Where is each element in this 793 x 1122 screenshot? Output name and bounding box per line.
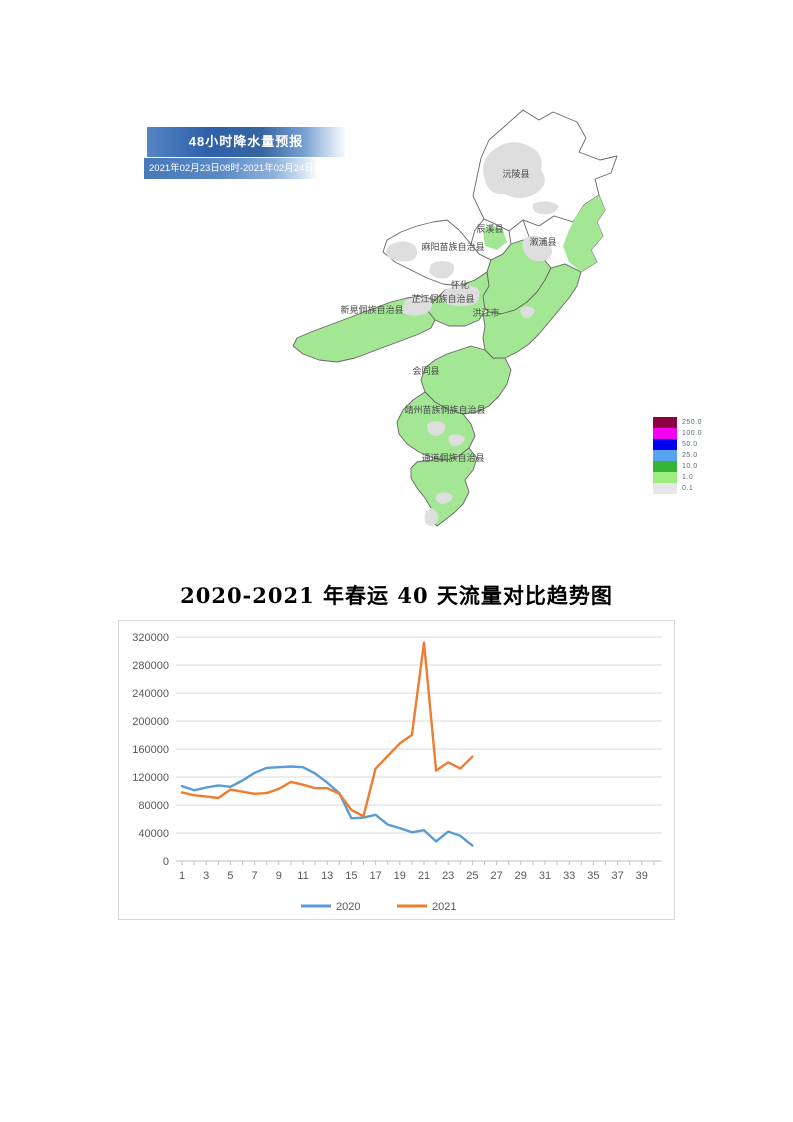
map-legend-swatch [653, 439, 677, 450]
map-legend-value: 1.0 [682, 474, 694, 481]
x-axis-label: 11 [297, 870, 308, 882]
map-legend-swatch [653, 472, 677, 483]
precip-patch-gray [429, 261, 455, 279]
map-legend-value: 50.0 [682, 441, 698, 448]
map-legend: 250.0 100.0 50.0 25.0 10.0 1.0 0.1 [653, 417, 702, 494]
x-axis-label: 7 [252, 870, 258, 882]
x-axis-label: 17 [369, 870, 381, 882]
x-axis-label: 15 [345, 870, 357, 882]
precip-patch-gray [424, 508, 439, 526]
county-label: 新晃侗族自治县 [340, 304, 403, 315]
precip-patch-gray [441, 285, 480, 306]
county-yuanling [472, 109, 618, 232]
x-axis-label: 39 [636, 870, 648, 882]
county-label: 通道侗族自治县 [421, 452, 484, 463]
x-axis-label: 21 [418, 870, 430, 882]
x-axis-label: 5 [227, 870, 233, 882]
county-label: 麻阳苗族自治县 [421, 241, 484, 252]
x-axis-label: 33 [563, 870, 575, 882]
x-axis-label: 27 [490, 870, 502, 882]
chart-title: 2020-2021 年春运 40 天流量对比趋势图 [180, 583, 613, 608]
map-subtitle: 2021年02月23日08时-2021年02月24日08时 [149, 163, 334, 174]
county-label: 会同县 [412, 365, 439, 376]
legend-label-2020: 2020 [336, 901, 360, 913]
x-axis-label: 31 [539, 870, 551, 882]
map-legend-row: 0.1 [653, 483, 702, 494]
traffic-trend-chart: 0 40000 80000 120000 160000 200000 240000 28000… [118, 620, 675, 920]
map-legend-row: 25.0 [653, 450, 702, 461]
precip-patch-gray [386, 241, 417, 262]
map-legend-swatch [653, 450, 677, 461]
x-axis-label: 25 [466, 870, 478, 882]
precip-patch-gray [401, 297, 433, 316]
map-legend-value: 25.0 [682, 452, 698, 459]
precip-patch-gray [427, 421, 446, 436]
county-tongdao [410, 447, 478, 527]
precip-patch-green [563, 195, 605, 272]
x-axis-label: 35 [587, 870, 599, 882]
legend-label-2021: 2021 [432, 901, 456, 913]
county-label: 洪江市 [472, 307, 499, 318]
y-axis-label: 120000 [132, 772, 169, 784]
x-axis-label: 13 [321, 870, 333, 882]
map-subtitle-bar: 2021年02月23日08时-2021年02月24日08时 [144, 158, 334, 179]
county-label: 靖州苗族侗族自治县 [404, 404, 485, 415]
y-axis-label: 200000 [132, 716, 169, 728]
county-label: 芷江侗族自治县 [411, 293, 474, 304]
x-axis-label: 3 [203, 870, 209, 882]
series-line-2020 [180, 765, 474, 847]
map-legend-swatch [653, 428, 677, 439]
map-title: 48小时降水量预报 [188, 134, 304, 149]
x-axis-label: 1 [179, 870, 185, 882]
x-axis-label: 19 [394, 870, 406, 882]
traffic-trend-chart-canvas: 0 40000 80000 120000 160000 200000 240000 28000… [132, 632, 662, 913]
y-axis-label: 40000 [138, 828, 169, 840]
y-axis-label: 280000 [132, 660, 169, 672]
map-legend-row: 1.0 [653, 472, 702, 483]
map-legend-row: 250.0 [653, 417, 702, 428]
map-legend-value: 250.0 [682, 419, 703, 426]
map-legend-row: 50.0 [653, 439, 702, 450]
map-legend-swatch [653, 461, 677, 472]
county-xinhuang [292, 295, 436, 363]
map-legend-swatch [653, 417, 677, 428]
precip-patch-gray [483, 142, 545, 198]
map-legend-value: 0.1 [682, 485, 694, 492]
county-label: 怀化 [451, 279, 469, 290]
precip-patch-gray [532, 201, 559, 215]
precip-patch-gray [448, 434, 465, 446]
county-label: 沅陵县 [502, 168, 529, 179]
precipitation-patches [386, 142, 605, 526]
map-legend-swatch [653, 483, 677, 494]
map-legend-value: 100.0 [682, 430, 703, 437]
x-axis-label: 9 [276, 870, 282, 882]
precip-patch-gray [435, 492, 453, 504]
x-axis-label: 37 [611, 870, 623, 882]
map-legend-row: 10.0 [653, 461, 702, 472]
precip-patch-green [483, 224, 507, 250]
x-axis-label: 23 [442, 870, 454, 882]
series-line-2021 [180, 641, 474, 818]
y-axis-label: 320000 [132, 632, 169, 644]
y-axis-label: 80000 [138, 800, 169, 812]
x-axis-label: 29 [515, 870, 527, 882]
map-legend-row: 100.0 [653, 428, 702, 439]
precip-patch-gray [522, 235, 552, 262]
y-axis-label: 0 [163, 856, 169, 868]
y-axis-label: 240000 [132, 688, 169, 700]
county-label: 辰溪县 [476, 223, 503, 234]
map-title-bar: 48小时降水量预报 [147, 127, 345, 157]
precip-patch-gray [520, 306, 535, 318]
map-legend-value: 10.0 [682, 463, 698, 470]
county-label: 溆浦县 [529, 236, 556, 247]
y-axis-label: 160000 [132, 744, 169, 756]
